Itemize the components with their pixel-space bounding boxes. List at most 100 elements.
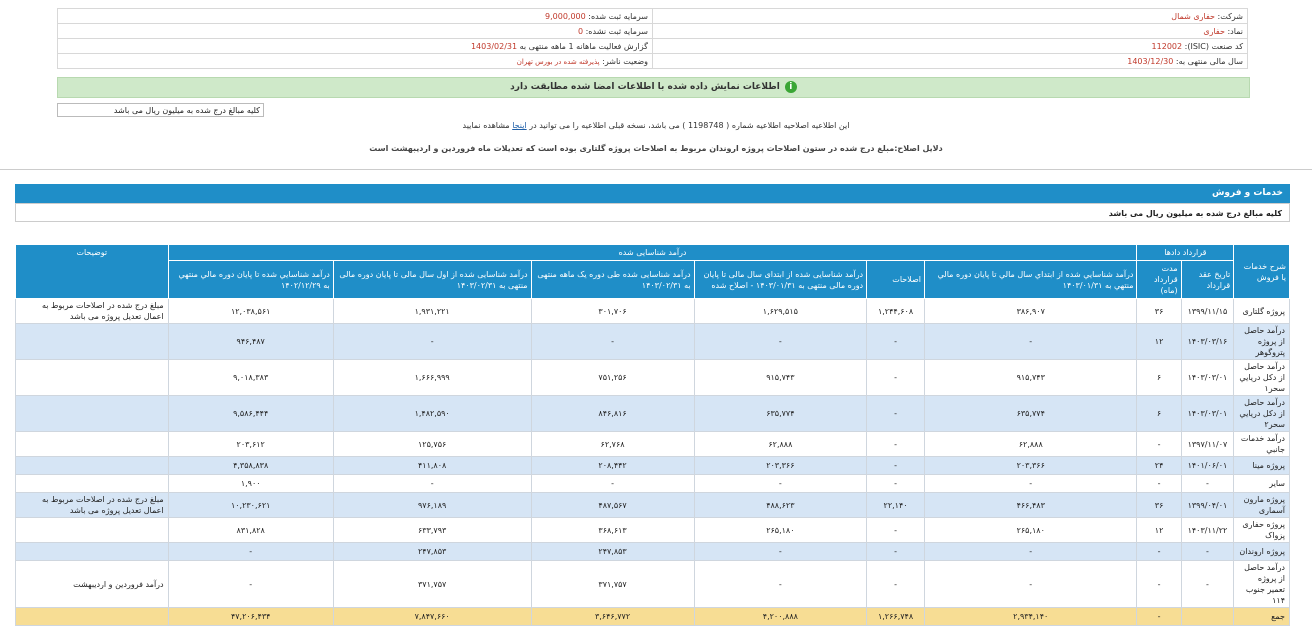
publisher-status-label: وضعیت ناشر: <box>602 56 648 66</box>
header-rev-corrected: درآمد شناسایی شده از ابتدای سال مالی تا … <box>693 260 868 299</box>
rev-to-start-period-cell: ۲,۹۳۴,۱۴۰ <box>923 607 1138 626</box>
rev-one-month-cell: ۲۰۸,۴۴۲ <box>530 456 695 475</box>
contract-duration-cell: ۳۶ <box>1136 298 1182 324</box>
rev-corrected-cell: - <box>693 542 868 561</box>
section-unit-note: کلیه مبالغ درج شده به میلیون ریال می باش… <box>15 203 1290 222</box>
rev-one-month-cell: ۲۴۷,۸۵۳ <box>530 542 695 561</box>
rev-one-month-cell: - <box>530 323 695 360</box>
rev-prev-year-cell: ۴,۳۵۸,۸۳۸ <box>167 456 334 475</box>
fiscal-year-cell: سال مالی منتهی به: 1403/12/30 <box>652 53 1248 69</box>
rev-prev-year-cell: ۹۴۶,۴۸۷ <box>167 323 334 360</box>
unregistered-capital-label: سرمایه ثبت نشده: <box>585 26 648 36</box>
contract-duration-cell: ۱۲ <box>1136 323 1182 360</box>
contract-date-cell: ۱۴۰۳/۰۳/۱۶ <box>1180 323 1235 360</box>
symbol-value: حفاری <box>1203 26 1225 36</box>
registered-capital-label: سرمایه ثبت شده: <box>588 11 648 21</box>
note-cell <box>15 542 169 561</box>
total-row: جمع -۲,۹۳۴,۱۴۰ ۱,۲۶۶,۷۴۸ ۴,۲۰۰,۸۸۸ ۳,۶۴۶,۷۷۲… <box>15 607 1290 626</box>
company-value: حفاری شمال <box>1171 11 1215 21</box>
signature-match-notice: i اطلاعات نمایش داده شده با اطلاعات امضا … <box>57 77 1250 98</box>
corrections-cell: - <box>866 517 925 543</box>
publisher-status-value: پذیرفته شده در بورس تهران <box>516 57 600 66</box>
corrections-cell: - <box>866 395 925 432</box>
rev-prev-year-cell: ۸۳۱,۸۲۸ <box>167 517 334 543</box>
service-name-cell: پروژه مارون آسماری <box>1233 492 1290 518</box>
report-value: 1403/02/31 <box>470 41 518 51</box>
previous-version-link[interactable]: اینجا <box>512 121 527 130</box>
rev-to-start-period-cell: ۶۳۵,۷۷۴ <box>923 395 1138 432</box>
rev-to-start-period-cell: - <box>923 560 1138 608</box>
rev-prev-year-cell: ۱,۹۰۰ <box>167 474 334 493</box>
header-notes: توضیحات <box>15 244 169 299</box>
rev-corrected-cell: ۹۱۵,۷۴۳ <box>693 359 868 396</box>
contract-date-cell: ۱۴۰۱/۰۶/۰۱ <box>1180 456 1235 475</box>
rev-corrected-cell: - <box>693 474 868 493</box>
isic-cell: کد صنعت (ISIC): 112002 <box>652 38 1248 54</box>
table-row: درآمد حاصل از دکل دريايي سحر۱ ۱۴۰۳/۰۳/۰۱ ۶… <box>15 359 1290 396</box>
service-name-cell: درآمد حاصل از دکل دريايي سحر۱ <box>1233 359 1290 396</box>
isic-label: کد صنعت (ISIC): <box>1184 41 1243 51</box>
rev-prev-year-cell: ۱۰,۲۳۰,۶۲۱ <box>167 492 334 518</box>
note-cell <box>15 395 169 432</box>
note-cell: مبلغ درج شده در اصلاحات مربوط به اعمال ت… <box>15 298 169 324</box>
correction-reason: دلایل اصلاح:مبلغ درج شده در ستون اصلاحات… <box>369 144 943 153</box>
table-body: پروژه گلتاری ۱۳۹۹/۱۱/۱۵ ۳۶ ۳۸۶,۹۰۷ ۱,۲۴۴,۶۰۸… <box>15 298 1290 626</box>
rev-prev-year-cell: ۲۰۳,۶۱۲ <box>167 431 334 457</box>
company-label: شرکت: <box>1217 11 1243 21</box>
company-info-table: شرکت: حفاری شمال سرمایه ثبت شده: 9,000,0… <box>57 8 1248 69</box>
unregistered-capital-value: 0 <box>577 26 584 36</box>
publisher-status-cell: وضعیت ناشر: پذیرفته شده در بورس تهران <box>57 53 653 69</box>
fiscal-year-label: سال مالی منتهی به: <box>1175 56 1243 66</box>
table-row: پروژه مارون آسماری ۱۳۹۹/۰۴/۰۱ ۳۶ ۴۶۶,۴۸۳ ۲۲,… <box>15 492 1290 518</box>
table-row: پروژه حفاری پزواک ۱۴۰۳/۱۱/۲۲ ۱۲ ۲۶۵,۱۸۰-۲۶۵… <box>15 517 1290 543</box>
rev-to-start-period-cell: ۹۱۵,۷۴۳ <box>923 359 1138 396</box>
rev-year-to-date-cell: ۱,۴۸۲,۵۹۰ <box>332 395 532 432</box>
services-sales-table: شرح خدمات یا فروش قرارداد دادها درآمد شن… <box>15 244 1290 626</box>
contract-date-cell: ۱۴۰۳/۱۱/۲۲ <box>1180 517 1235 543</box>
header-service-desc: شرح خدمات یا فروش <box>1233 244 1290 299</box>
header-rev-prev-year: درآمد شناسايي شده تا پايان دوره مالي منت… <box>167 260 334 299</box>
rev-corrected-cell: ۲۶۵,۱۸۰ <box>693 517 868 543</box>
rev-prev-year-cell: - <box>167 560 334 608</box>
corrections-cell: - <box>866 359 925 396</box>
corrections-cell: ۱,۲۴۴,۶۰۸ <box>866 298 925 324</box>
header-contract-date: تاریخ عقد قرارداد <box>1180 260 1235 299</box>
rev-year-to-date-cell: ۴۱۱,۸۰۸ <box>332 456 532 475</box>
note-cell <box>15 607 169 626</box>
rev-one-month-cell: ۸۴۶,۸۱۶ <box>530 395 695 432</box>
note-cell: درآمد فروردین و اردیبهشت <box>15 560 169 608</box>
divider <box>0 169 1312 170</box>
rev-one-month-cell: ۷۵۱,۲۵۶ <box>530 359 695 396</box>
registered-capital-cell: سرمایه ثبت شده: 9,000,000 <box>57 8 653 24</box>
contract-date-cell: ۱۳۹۷/۱۱/۰۷ <box>1180 431 1235 457</box>
correction-text-before: این اطلاعیه اصلاحیه اطلاعیه شماره ( 1198… <box>529 121 850 130</box>
contract-date-cell: - <box>1180 560 1235 608</box>
rev-to-start-period-cell: ۲۰۳,۳۶۶ <box>923 456 1138 475</box>
section-title: خدمات و فروش <box>15 184 1290 203</box>
note-cell <box>15 431 169 457</box>
contract-duration-cell: - <box>1136 474 1182 493</box>
service-name-cell: درآمد خدمات جانبي <box>1233 431 1290 457</box>
header-contract-duration: مدت قرارداد (ماه) <box>1136 260 1182 299</box>
rev-to-start-period-cell: - <box>923 474 1138 493</box>
rev-prev-year-cell: ۴۷,۲۰۶,۴۳۴ <box>167 607 334 626</box>
table-row: ساير - - - - - - -۱,۹۰۰ <box>15 474 1290 493</box>
rev-year-to-date-cell: ۲۴۷,۸۵۳ <box>332 542 532 561</box>
contract-duration-cell: ۱۲ <box>1136 517 1182 543</box>
corrections-cell: - <box>866 431 925 457</box>
rev-corrected-cell: - <box>693 323 868 360</box>
rev-one-month-cell: ۳۷۱,۷۵۷ <box>530 560 695 608</box>
rev-prev-year-cell: ۹,۵۸۶,۴۴۴ <box>167 395 334 432</box>
rev-one-month-cell: - <box>530 474 695 493</box>
symbol-cell: نماد: حفاری <box>652 23 1248 39</box>
service-name-cell: پروژه اروندان <box>1233 542 1290 561</box>
rev-to-start-period-cell: - <box>923 542 1138 561</box>
service-name-cell: پروژه حفاری پزواک <box>1233 517 1290 543</box>
rev-corrected-cell: ۲۰۳,۳۶۶ <box>693 456 868 475</box>
rev-to-start-period-cell: ۴۶۶,۴۸۳ <box>923 492 1138 518</box>
correction-text-after: مشاهده نمایید <box>462 121 510 130</box>
note-cell <box>15 517 169 543</box>
table-row: درآمد حاصل از پروژه تعمیر جنوب ۱۱۴- - - - -۳… <box>15 560 1290 608</box>
rev-to-start-period-cell: ۶۲,۸۸۸ <box>923 431 1138 457</box>
note-cell <box>15 359 169 396</box>
